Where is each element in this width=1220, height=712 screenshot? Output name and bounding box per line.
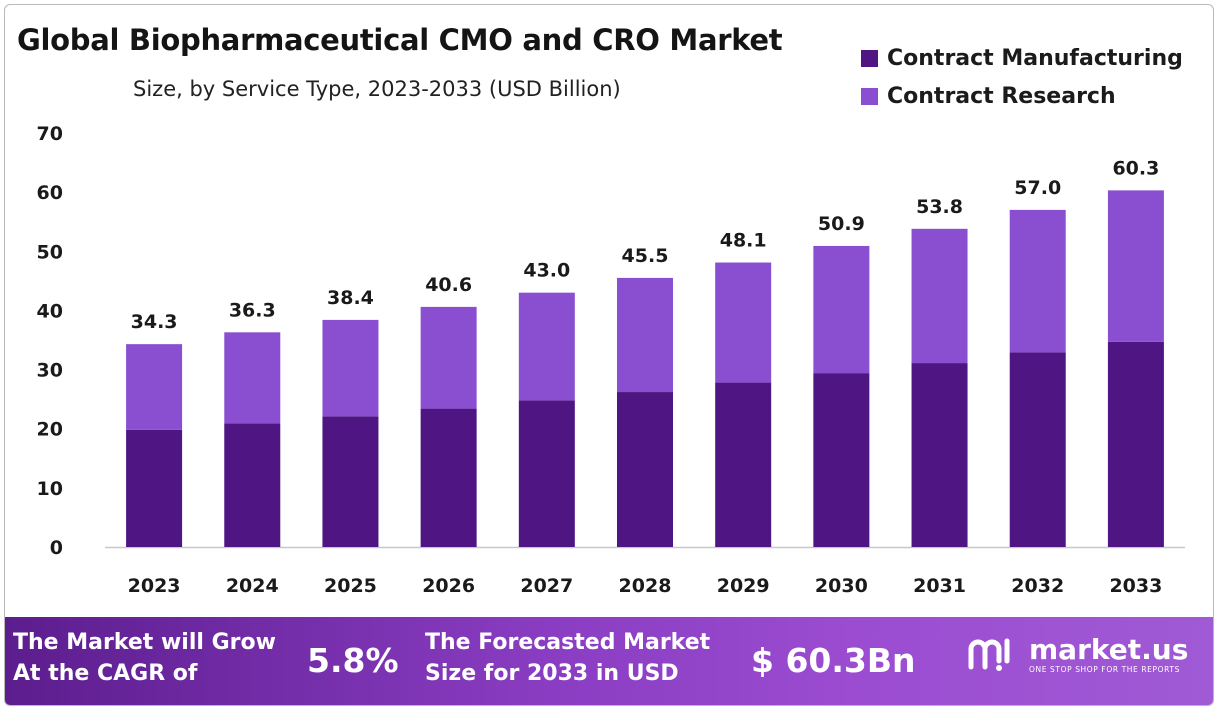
bar-contract-manufacturing <box>813 373 870 547</box>
bar-contract-manufacturing <box>1107 341 1164 547</box>
y-tick-label: 70 <box>37 123 63 145</box>
chart-subtitle: Size, by Service Type, 2023-2033 (USD Bi… <box>133 77 621 101</box>
cagr-value: 5.8% <box>307 641 399 680</box>
bar-total-label: 40.6 <box>425 274 472 296</box>
bar-total-label: 48.1 <box>720 230 767 252</box>
y-tick-label: 50 <box>37 241 63 263</box>
bar-total-label: 45.5 <box>622 245 669 267</box>
y-tick-label: 40 <box>37 300 63 322</box>
forecast-text-line1: The Forecasted Market <box>425 630 711 655</box>
bar-total-label: 57.0 <box>1014 177 1061 199</box>
bar-contract-research <box>813 245 870 374</box>
bar-contract-manufacturing <box>224 423 281 547</box>
bar-total-label: 60.3 <box>1112 157 1159 179</box>
forecast-text: The Forecasted Market Size for 2033 in U… <box>425 627 710 689</box>
bar-chart: 01020304050607034.3202336.3202438.420254… <box>37 123 1185 597</box>
x-tick-label: 2032 <box>1011 575 1064 597</box>
x-tick-label: 2030 <box>815 575 868 597</box>
cagr-text-line2: At the CAGR of <box>13 661 198 686</box>
bar-total-label: 53.8 <box>916 196 963 218</box>
legend-label-research: Contract Research <box>887 83 1116 109</box>
bar-contract-manufacturing <box>617 392 673 547</box>
bar-contract-research <box>420 306 477 409</box>
legend-label-manufacturing: Contract Manufacturing <box>887 45 1183 71</box>
legend-swatch-manufacturing <box>861 49 878 67</box>
bar-contract-manufacturing <box>1009 352 1066 547</box>
y-tick-label: 60 <box>37 182 63 204</box>
legend-item-research: Contract Research <box>861 77 1183 115</box>
x-tick-label: 2026 <box>422 575 475 597</box>
bar-total-label: 50.9 <box>818 213 865 235</box>
logo-name: market.us <box>1029 633 1189 666</box>
bar-total-label: 36.3 <box>229 299 276 321</box>
market-us-logo-icon <box>968 638 1010 671</box>
market-us-logo: market.us ONE STOP SHOP FOR THE REPORTS <box>967 635 1188 675</box>
y-tick-label: 20 <box>37 419 63 441</box>
bar-contract-manufacturing <box>420 408 477 547</box>
bar-contract-manufacturing <box>322 416 379 547</box>
x-tick-label: 2024 <box>226 575 279 597</box>
bar-total-label: 43.0 <box>523 260 570 282</box>
x-tick-label: 2025 <box>324 575 377 597</box>
cagr-text-line1: The Market will Grow <box>13 630 276 655</box>
y-tick-label: 30 <box>37 360 63 382</box>
legend-item-manufacturing: Contract Manufacturing <box>861 39 1183 77</box>
bar-contract-research <box>617 277 673 393</box>
bar-contract-research <box>224 332 281 424</box>
bar-contract-research <box>1009 209 1066 353</box>
chart-frame: Global Biopharmaceutical CMO and CRO Mar… <box>4 4 1214 706</box>
legend: Contract Manufacturing Contract Research <box>861 39 1183 115</box>
bar-total-label: 34.3 <box>131 311 178 333</box>
chart-title: Global Biopharmaceutical CMO and CRO Mar… <box>17 23 783 57</box>
legend-swatch-research <box>861 87 878 105</box>
x-tick-label: 2031 <box>913 575 966 597</box>
logo-tagline: ONE STOP SHOP FOR THE REPORTS <box>1029 665 1180 674</box>
bar-contract-manufacturing <box>715 382 772 547</box>
bar-contract-manufacturing <box>518 400 575 547</box>
bar-contract-research <box>715 262 772 383</box>
bar-contract-research <box>1107 190 1164 342</box>
bar-total-label: 38.4 <box>327 287 374 309</box>
y-tick-label: 0 <box>50 537 63 559</box>
x-tick-label: 2027 <box>520 575 573 597</box>
cagr-text: The Market will Grow At the CAGR of <box>13 627 276 689</box>
x-tick-label: 2023 <box>128 575 181 597</box>
bar-contract-manufacturing <box>911 363 968 547</box>
x-tick-label: 2029 <box>717 575 770 597</box>
bar-contract-research <box>322 319 379 417</box>
bar-contract-manufacturing <box>126 429 183 547</box>
x-tick-label: 2028 <box>619 575 672 597</box>
bar-contract-research <box>518 292 575 401</box>
summary-banner: The Market will Grow At the CAGR of 5.8%… <box>5 617 1213 705</box>
x-tick-label: 2033 <box>1109 575 1162 597</box>
forecast-value: $ 60.3Bn <box>751 641 916 680</box>
bar-contract-research <box>911 228 968 364</box>
forecast-text-line2: Size for 2033 in USD <box>425 661 679 686</box>
bar-contract-research <box>126 344 183 430</box>
y-tick-label: 10 <box>37 478 63 500</box>
